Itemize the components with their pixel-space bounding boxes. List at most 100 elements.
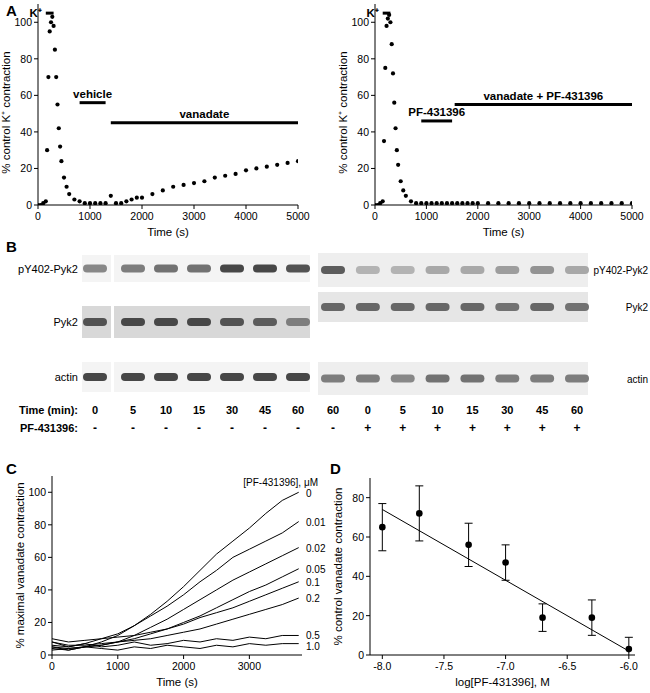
point bbox=[390, 42, 394, 46]
y-axis-label: % control K⁺ contraction bbox=[0, 51, 12, 173]
x-tick-label: 3000 bbox=[238, 660, 262, 672]
y-tick-label: 20 bbox=[34, 616, 46, 628]
x-tick bbox=[426, 205, 427, 209]
point bbox=[626, 646, 633, 653]
lane-time: 15 bbox=[193, 404, 205, 416]
lane-drug: + bbox=[469, 421, 476, 435]
point bbox=[455, 201, 459, 205]
figure: ABCD020406080100010002000300040005000Tim… bbox=[0, 0, 650, 693]
point bbox=[88, 201, 92, 205]
x-tick bbox=[382, 655, 383, 659]
x-tick-label: -6.5 bbox=[558, 660, 576, 672]
point bbox=[404, 194, 408, 198]
band bbox=[121, 265, 145, 273]
y-tick bbox=[371, 205, 375, 206]
x-tick bbox=[249, 655, 250, 659]
point bbox=[486, 201, 490, 205]
y-tick-label: 80 bbox=[352, 492, 364, 504]
y-tick bbox=[34, 131, 38, 132]
x-tick bbox=[298, 205, 299, 209]
point bbox=[409, 199, 413, 203]
x-tick bbox=[183, 655, 184, 659]
y-tick-label: 20 bbox=[357, 162, 369, 174]
point bbox=[213, 175, 217, 179]
panel-letter: B bbox=[6, 238, 17, 255]
y-tick bbox=[371, 95, 375, 96]
point bbox=[234, 172, 238, 176]
row-label: actin bbox=[55, 371, 78, 383]
band bbox=[286, 265, 310, 273]
legend-title: [PF-431396], μM bbox=[243, 477, 318, 488]
error-cap bbox=[415, 540, 423, 541]
treatment-bar bbox=[421, 119, 452, 122]
point bbox=[78, 199, 82, 203]
x-tick-label: 2000 bbox=[130, 210, 154, 222]
point bbox=[537, 201, 541, 205]
band bbox=[391, 266, 415, 274]
lane-drug: - bbox=[131, 421, 135, 435]
x-tick bbox=[632, 205, 633, 209]
legend-entry: 0 bbox=[306, 488, 312, 499]
point bbox=[391, 71, 395, 75]
y-tick bbox=[48, 589, 52, 590]
band bbox=[154, 318, 178, 326]
y-axis bbox=[370, 478, 371, 655]
treatment-bar bbox=[455, 103, 632, 106]
row-label: pY402-Pyk2 bbox=[18, 263, 78, 275]
point bbox=[265, 165, 269, 169]
point bbox=[507, 201, 511, 205]
point bbox=[55, 102, 59, 106]
band bbox=[253, 265, 277, 273]
error-cap bbox=[378, 550, 386, 551]
x-axis bbox=[38, 205, 298, 206]
treatment-bar bbox=[80, 101, 106, 104]
band bbox=[220, 265, 244, 273]
blot-strip bbox=[82, 306, 310, 338]
lane-time: 30 bbox=[501, 404, 513, 416]
point bbox=[46, 75, 50, 79]
point bbox=[445, 201, 449, 205]
point bbox=[182, 183, 186, 187]
point bbox=[465, 542, 472, 549]
x-tick-label: 1000 bbox=[78, 210, 102, 222]
band bbox=[121, 373, 145, 381]
point bbox=[383, 66, 387, 70]
band bbox=[530, 303, 554, 311]
band bbox=[426, 266, 450, 274]
x-axis bbox=[370, 655, 635, 656]
y-tick-label: 40 bbox=[352, 570, 364, 582]
band bbox=[356, 266, 380, 274]
plot-data bbox=[378, 486, 633, 655]
error-cap bbox=[378, 503, 386, 504]
plot-data bbox=[52, 492, 299, 650]
x-axis-label: Time (s) bbox=[147, 226, 189, 238]
lane-time: 5 bbox=[400, 404, 406, 416]
y-tick-label: 60 bbox=[352, 531, 364, 543]
x-tick-label: 5000 bbox=[286, 210, 310, 222]
chart-0: 020406080100010002000300040005000Time (s… bbox=[0, 4, 310, 238]
point bbox=[548, 201, 552, 205]
error-cap bbox=[588, 635, 596, 636]
x-axis-label: Time (s) bbox=[483, 226, 525, 238]
x-tick bbox=[52, 655, 53, 659]
y-tick bbox=[48, 524, 52, 525]
point bbox=[296, 159, 298, 163]
y-tick bbox=[34, 22, 38, 23]
plot-data bbox=[375, 13, 632, 205]
y-tick-label: 60 bbox=[357, 89, 369, 101]
point bbox=[114, 201, 118, 205]
plot-data bbox=[38, 15, 298, 205]
lane-time: 45 bbox=[259, 404, 271, 416]
chart-1: 020406080100010002000300040005000Time (s… bbox=[337, 4, 644, 238]
point bbox=[429, 201, 433, 205]
blot: pY402-Pyk2Pyk2actin60051015304560-++++++… bbox=[318, 253, 648, 435]
band bbox=[121, 318, 145, 326]
point bbox=[476, 201, 480, 205]
x-tick bbox=[580, 205, 581, 209]
annotation: PF-431396 bbox=[408, 106, 465, 118]
point bbox=[496, 201, 500, 205]
point bbox=[98, 201, 102, 205]
error-cap bbox=[539, 631, 547, 632]
lane-drug: + bbox=[573, 421, 580, 435]
point bbox=[416, 510, 423, 517]
